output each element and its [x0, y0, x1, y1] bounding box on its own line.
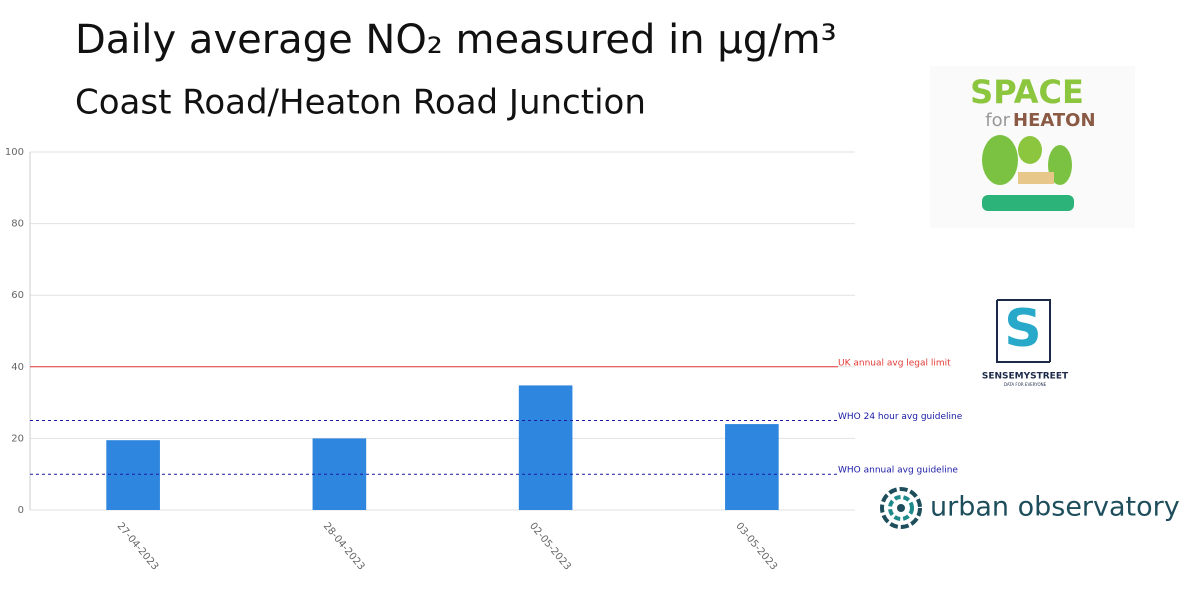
reference-label: WHO 24 hour avg guideline: [838, 412, 963, 422]
bar: [725, 424, 779, 510]
bench: [1018, 172, 1054, 184]
logo-text: SENSEMYSTREET: [982, 372, 1069, 382]
tree: [1018, 136, 1042, 164]
logo-tagline: DATA FOR EVERYONE: [1004, 382, 1047, 387]
logo-frame: [996, 300, 1050, 363]
logo-dot: [897, 504, 905, 512]
bar: [312, 438, 367, 510]
x-tick-label: 27-04-2023: [115, 521, 161, 573]
y-tick-label: 40: [11, 362, 24, 373]
x-tick-label: 28-04-2023: [321, 521, 367, 573]
tree: [982, 135, 1018, 185]
y-tick-label: 100: [5, 147, 24, 158]
logo-ring: [880, 487, 922, 529]
y-tick-label: 80: [11, 219, 24, 230]
logo-ring: [888, 495, 914, 521]
logo-text: HEATON: [1013, 110, 1096, 131]
x-tick-label: 02-05-2023: [527, 521, 573, 573]
chart-subtitle: Coast Road/Heaton Road Junction: [75, 83, 646, 123]
logo-s: S: [1004, 299, 1041, 359]
logo-sensemystreet: S SENSEMYSTREET DATA FOR EVERYONE: [982, 299, 1069, 387]
reference-label: UK annual avg legal limit: [838, 358, 951, 368]
bar: [518, 385, 573, 510]
y-tick-label: 20: [11, 433, 24, 444]
logo-text: SPACE: [970, 73, 1084, 111]
y-tick-label: 0: [18, 505, 24, 516]
reference-label: WHO annual avg guideline: [838, 466, 958, 476]
chart-title: Daily average NO₂ measured in µg/m³: [75, 17, 837, 63]
path: [982, 195, 1074, 211]
logo-text: for: [985, 110, 1010, 131]
logo-frame: [997, 299, 1051, 362]
bar: [106, 440, 160, 510]
logo-urban-observatory: urban observatory: [880, 487, 1180, 529]
logo-text: urban observatory: [930, 492, 1180, 523]
logo-space-for-heaton: SPACE for HEATON: [930, 66, 1135, 228]
y-tick-label: 60: [11, 290, 24, 301]
x-tick-label: 03-05-2023: [733, 521, 779, 573]
